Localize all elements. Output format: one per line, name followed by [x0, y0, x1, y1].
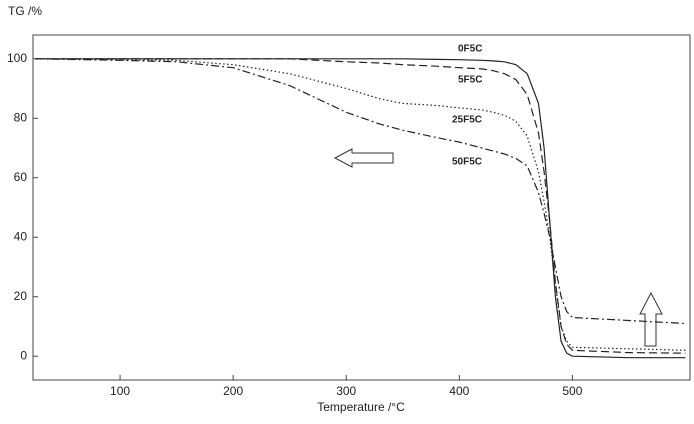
y-tick-label: 60: [14, 170, 28, 184]
x-tick-label: 400: [449, 384, 469, 398]
left-arrow: [333, 148, 394, 168]
x-tick-label: 500: [562, 384, 582, 398]
y-tick-label: 20: [14, 289, 28, 303]
y-axis-label: TG /%: [8, 4, 42, 18]
series-line: [35, 58, 686, 325]
series-line: [35, 58, 686, 354]
y-tick-label: 0: [20, 348, 27, 362]
series-label: 5F5C: [458, 75, 482, 86]
up-arrow: [639, 291, 663, 347]
x-tick-label: 300: [336, 384, 356, 398]
y-tick-label: 100: [7, 51, 27, 65]
series-label: 50F5C: [452, 157, 482, 168]
y-tick-label: 80: [14, 110, 28, 124]
series-line: [35, 58, 686, 359]
series-label: 25F5C: [452, 115, 482, 126]
x-tick-label: 200: [223, 384, 243, 398]
series-line: [35, 58, 686, 351]
plot-frame: [32, 34, 691, 381]
y-tick-label: 40: [14, 229, 28, 243]
x-tick-label: 100: [110, 384, 130, 398]
x-axis-label: Temperature /°C: [317, 400, 405, 414]
series-label: 0F5C: [458, 44, 482, 55]
